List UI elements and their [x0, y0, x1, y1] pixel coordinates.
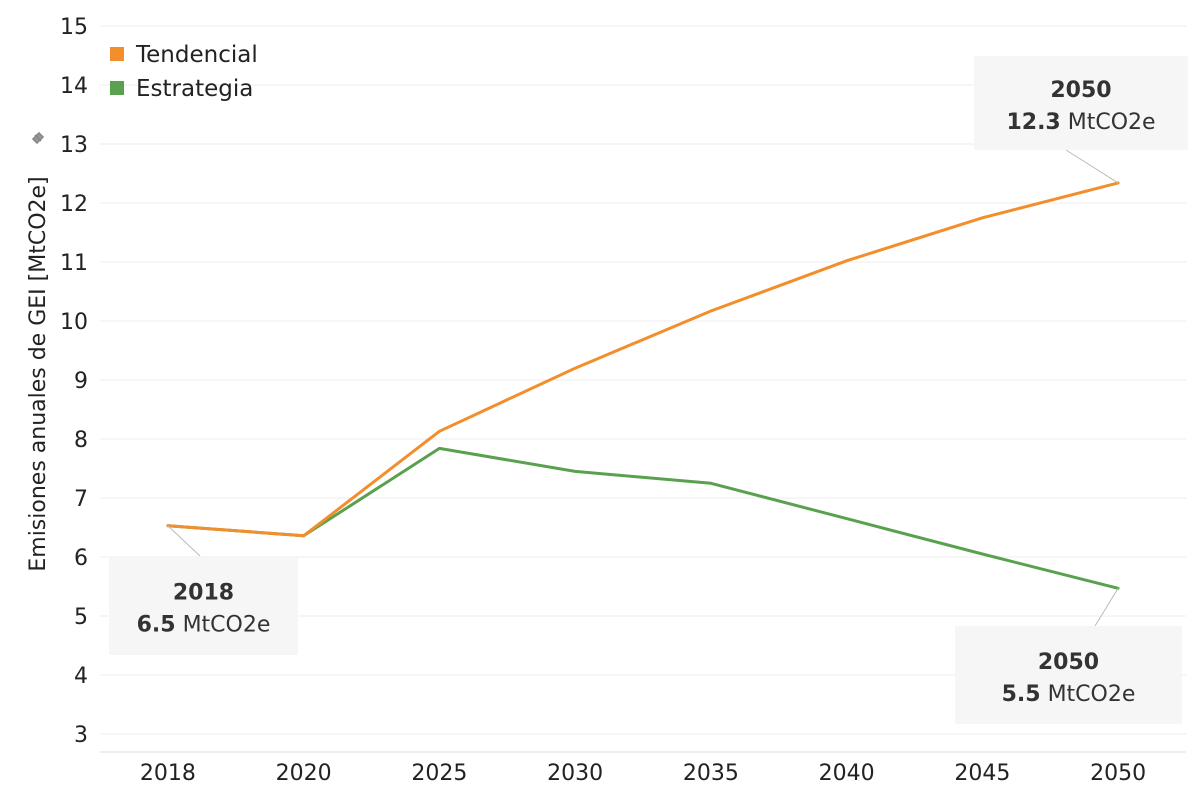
annotations: 2050 12.3 MtCO2e 2018 6.5 MtCO2e 2050 5.5 MtC…: [109, 56, 1188, 724]
y-tick-label: 12: [60, 192, 88, 217]
annotation-box: [109, 556, 298, 655]
y-axis: 3 4 5 6 7 8 9 10 11 12 13 14 15: [60, 15, 88, 748]
x-tick-label: 2045: [954, 761, 1010, 786]
y-tick-label: 14: [60, 74, 88, 99]
annotation-leader-line: [167, 525, 201, 557]
x-axis: 2018 2020 2025 2030 2035 2040 2045 2050: [100, 751, 1186, 786]
y-tick-label: 9: [74, 369, 88, 394]
legend-swatch: [110, 81, 124, 95]
y-tick-label: 13: [60, 133, 88, 158]
legend-label: Tendencial: [135, 42, 258, 68]
annotation-value: 12.3 MtCO2e: [1006, 110, 1155, 135]
y-tick-label: 7: [74, 487, 88, 512]
annotation-number: 5.5: [1002, 682, 1041, 707]
annotation-unit: MtCO2e: [1061, 110, 1156, 135]
x-tick-label: 2018: [140, 761, 196, 786]
y-axis-label-group: Emisiones anuales de GEI [MtCO2e]: [26, 131, 51, 572]
x-tick-label: 2030: [547, 761, 603, 786]
series-line-estrategia[interactable]: [166, 446, 1120, 590]
y-axis-label: Emisiones anuales de GEI [MtCO2e]: [26, 176, 51, 571]
annotation-number: 6.5: [137, 613, 176, 638]
series-line-tendencial[interactable]: [166, 181, 1120, 538]
annotation-year: 2050: [1038, 650, 1099, 675]
annotation-unit: MtCO2e: [176, 613, 271, 638]
annotation-box: [955, 626, 1182, 724]
series-lines: [166, 181, 1120, 590]
y-tick-label: 6: [74, 546, 88, 571]
legend-item-tendencial[interactable]: Tendencial: [110, 42, 258, 68]
annotation-box: [974, 56, 1188, 150]
annotation-leader-line: [1094, 588, 1119, 627]
x-tick-label: 2050: [1090, 761, 1146, 786]
annotation-value: 6.5 MtCO2e: [137, 613, 271, 638]
y-tick-label: 15: [60, 15, 88, 40]
annotation-callout: 2050 12.3 MtCO2e: [974, 56, 1188, 184]
annotation-unit: MtCO2e: [1041, 682, 1136, 707]
x-tick-label: 2025: [411, 761, 467, 786]
legend-swatch: [110, 47, 124, 61]
y-tick-label: 11: [60, 251, 88, 276]
y-tick-label: 10: [60, 310, 88, 335]
annotation-year: 2018: [173, 581, 234, 606]
y-tick-label: 3: [74, 723, 88, 748]
annotation-leader-line: [1065, 149, 1119, 184]
y-tick-label: 8: [74, 428, 88, 453]
x-tick-label: 2020: [276, 761, 332, 786]
legend: Tendencial Estrategia: [110, 42, 258, 102]
legend-item-estrategia[interactable]: Estrategia: [110, 76, 253, 102]
y-tick-label: 4: [74, 664, 88, 689]
y-tick-label: 5: [74, 605, 88, 630]
pin-icon[interactable]: [31, 131, 45, 145]
legend-label: Estrategia: [136, 76, 253, 102]
annotation-value: 5.5 MtCO2e: [1002, 682, 1136, 707]
annotation-year: 2050: [1050, 78, 1111, 103]
x-tick-label: 2040: [819, 761, 875, 786]
annotation-number: 12.3: [1006, 110, 1060, 135]
annotation-callout: 2050 5.5 MtCO2e: [955, 588, 1182, 724]
annotation-callout: 2018 6.5 MtCO2e: [109, 525, 298, 655]
x-tick-label: 2035: [683, 761, 739, 786]
